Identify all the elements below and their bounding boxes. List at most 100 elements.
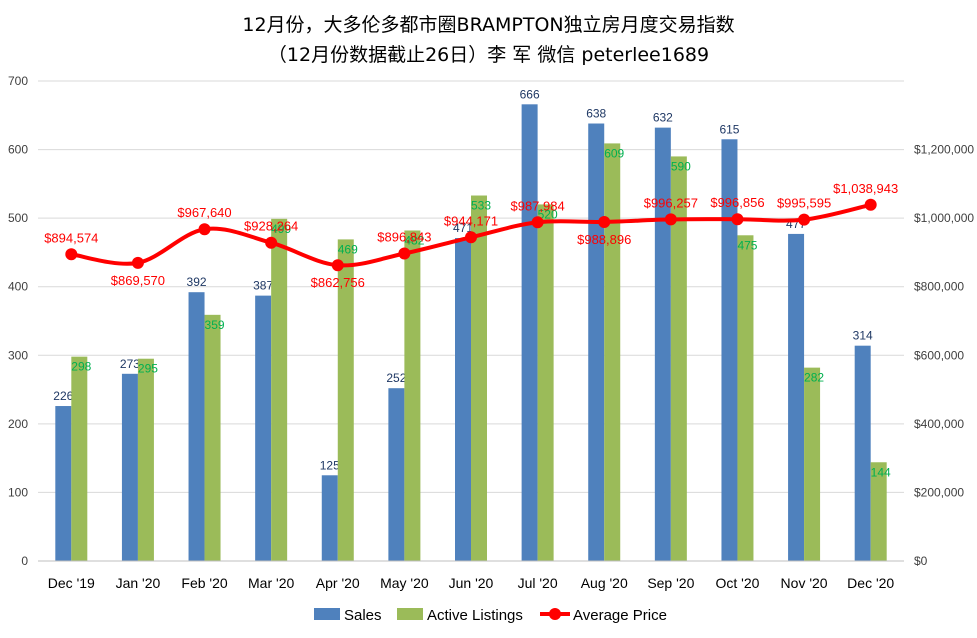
listings-bar [870,462,887,561]
y-left-tick-label: 100 [8,485,28,499]
average-price-point [65,248,78,261]
average-price-data-label: $1,038,943 [833,181,898,196]
average-price-data-label: $894,574 [44,230,98,245]
sales-data-label: 392 [187,275,207,289]
y-left-tick-label: 300 [8,348,28,362]
sales-bar [255,295,272,561]
listings-bar [804,367,821,561]
average-price-data-label: $967,640 [177,205,231,220]
listings-bar [137,358,154,561]
y-left-tick-label: 400 [8,280,28,294]
sales-data-label: 632 [653,111,673,125]
x-tick-label: Oct '20 [716,575,760,591]
listings-bar [670,156,687,561]
sales-bar [388,388,405,561]
y-left-tick-label: 500 [8,211,28,225]
chart-title: 12月份，大多伦多都市圈BRAMPTON独立房月度交易指数 [242,14,735,36]
listings-data-label: 359 [205,318,225,332]
listings-data-label: 469 [338,242,358,256]
listings-data-label: 520 [538,207,558,221]
legend-label-price: Average Price [573,607,667,624]
y-right-tick-label: $1,000,000 [914,211,974,225]
x-tick-label: Dec '19 [48,575,95,591]
x-tick-label: Jun '20 [449,575,494,591]
average-price-point [598,215,611,228]
average-price-data-label: $996,856 [710,195,764,210]
x-tick-label: Jan '20 [116,575,161,591]
y-left-tick-label: 0 [21,554,28,568]
average-price-data-label: $996,257 [644,195,698,210]
listings-bar [737,235,754,562]
average-price-point [398,247,411,260]
sales-bar [854,345,871,561]
sales-data-label: 273 [120,357,140,371]
sales-bar [188,292,205,561]
x-tick-label: Nov '20 [781,575,828,591]
chart-subtitle: （12月份数据截止26日）李 军 微信 peterlee1689 [267,44,710,66]
legend-label-sales: Sales [344,607,382,624]
average-price-point [531,216,544,229]
listings-data-label: 475 [737,238,757,252]
x-tick-label: Feb '20 [181,575,227,591]
average-price-data-label: $928,264 [244,219,298,234]
listings-bar [271,218,288,562]
sales-data-label: 666 [520,87,540,101]
y-left-tick-label: 200 [8,417,28,431]
average-price-data-label: $862,756 [311,275,365,290]
x-tick-label: Dec '20 [847,575,894,591]
sales-data-label: 638 [586,107,606,121]
listings-bar [604,143,621,561]
sales-data-label: 314 [853,329,873,343]
average-price-point [664,213,677,226]
sales-bar [55,406,72,561]
x-tick-label: Mar '20 [248,575,294,591]
average-price-point [265,236,278,249]
listings-data-label: 590 [671,159,691,173]
sales-bar [455,238,471,561]
listings-bar [404,230,421,561]
sales-data-label: 387 [253,279,273,293]
y-right-tick-label: $800,000 [914,280,964,294]
legend-swatch-sales [314,608,340,620]
y-right-tick-label: $600,000 [914,348,964,362]
sales-data-label: 252 [386,371,406,385]
listings-bar [71,356,88,561]
y-right-tick-label: $200,000 [914,485,964,499]
listings-bar [337,239,354,561]
average-price-data-label: $987,984 [510,198,564,213]
average-price-point [198,223,211,236]
listings-data-label: 282 [804,371,824,385]
average-price-point [798,213,811,226]
x-tick-label: Sep '20 [647,575,694,591]
listings-bar [537,204,554,561]
listings-data-label: 609 [604,146,624,160]
sales-data-label: 471 [453,221,473,235]
sales-bar [721,139,738,562]
average-price-data-label: $896,843 [377,230,431,245]
average-price-data-label: $869,570 [111,273,165,288]
legend-swatch-price-marker [549,608,561,620]
listings-bar [204,314,221,561]
sales-bar [521,104,538,562]
sales-data-label: 615 [719,122,739,136]
average-price-point [465,231,477,244]
listings-data-label: 298 [71,360,91,374]
x-tick-label: Jul '20 [518,575,558,591]
sales-data-label: 125 [320,458,340,472]
sales-bar [321,475,338,561]
average-price-point [131,256,144,269]
listings-data-label: 482 [404,233,424,247]
listings-data-label: 295 [138,362,158,376]
listings-data-label: 499 [271,222,291,236]
y-left-tick-label: 700 [8,74,28,88]
sales-bar [588,123,605,561]
legend-swatch-listings [397,608,423,620]
sales-data-label: 226 [53,389,73,403]
listings-bar [471,195,487,561]
sales-bar [654,127,671,561]
average-price-data-label: $988,896 [577,232,631,247]
x-tick-label: Apr '20 [316,575,360,591]
sales-bar [788,233,805,561]
